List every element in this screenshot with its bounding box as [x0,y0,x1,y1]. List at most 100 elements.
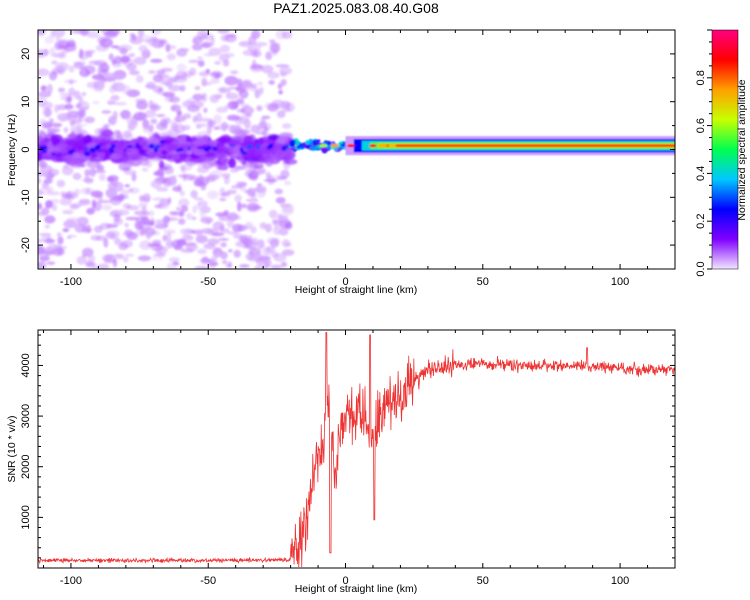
spectrogram-cell [194,197,204,201]
spectrogram-cell [264,148,277,155]
spectrogram-cell [227,100,239,110]
spectrogram-cell [154,252,166,257]
spectrogram-cell [246,144,253,150]
spectrogram-cell [106,177,114,183]
spectrogram-cell [137,255,152,262]
spectrogram-cell [79,48,84,59]
spectrogram-cell [268,156,281,165]
spectrogram-cell [270,264,283,269]
colorbar: 0.0 0.2 0.4 0.6 0.8 Normalized spectral ampl… [695,29,748,277]
spectrogram-cell [74,224,87,233]
spectrogram-cell [296,145,302,149]
spectrogram-cell [233,165,246,170]
spectrogram-cell [228,249,233,253]
spectrogram-cell [149,210,155,217]
spectrogram-cell [267,103,279,112]
spectrogram-signal-band [386,144,675,147]
spectrogram-cell [259,117,266,128]
spectrogram-cell [111,45,119,49]
spectrogram-cell [236,108,247,113]
spectrogram-cell [54,104,60,113]
snr-x-tick-label: 0 [342,575,348,587]
colorbar-frame [711,29,739,270]
spectrogram-cell [178,218,186,225]
spectrogram-cell [182,113,192,119]
spectrogram-cell [241,203,247,209]
spectrogram-y-tick-label: 10 [20,96,32,108]
spectrogram-cell [209,94,220,103]
spectrogram-cell [64,145,75,151]
spectrogram-cell [239,149,245,154]
spectrogram-cell [39,232,52,237]
spectrogram-y-label: Frequency (Hz) [6,114,18,186]
spectrogram-cell [309,145,318,151]
spectrogram-cell [281,31,293,39]
spectrogram-cell [108,98,113,106]
spectrogram-cell [103,123,110,128]
spectrogram-cell [215,152,225,160]
spectrogram-cell [276,176,287,181]
spectrogram-cell [144,125,154,130]
spectrogram-x-tick-label: 100 [611,276,629,288]
spectrogram-cell [186,212,193,220]
spectrogram-cell [248,250,253,255]
spectrogram-cell [167,197,172,204]
spectrogram-cell [161,150,168,155]
spectrogram-cell [128,53,136,58]
spectrogram-cell [178,198,190,208]
spectrogram-cell [44,215,56,224]
spectrogram-cell [133,56,147,65]
spectrogram-cell [150,179,162,189]
spectrogram-cell [188,59,200,63]
spectrogram-cell [201,159,214,169]
spectrogram-cell [40,85,47,92]
spectrogram-cell [176,63,187,72]
spectrogram-cell [201,41,213,49]
spectrogram-cell [113,102,128,106]
spectrogram-cell [138,45,148,53]
spectrogram-cell [56,232,62,237]
spectrogram-cell [256,144,260,150]
spectrogram-cell [256,105,263,112]
spectrogram-cell [39,118,47,126]
spectrogram-cell [158,39,168,45]
spectrogram-cell [273,253,287,262]
spectrogram-cell [136,100,148,110]
spectrogram-cell [255,257,265,266]
spectrogram-cell [86,261,96,268]
spectrogram-cell [280,261,288,268]
spectrogram-cell [166,129,180,133]
spectrogram-cell [43,178,53,184]
spectrogram-cell [152,253,158,261]
spectrogram-cell [218,238,229,241]
spectrogram-cell [67,150,74,155]
spectrogram-cell [316,139,321,143]
colorbar-tick-label: 0.8 [695,70,707,85]
spectrogram-cell [38,261,47,269]
spectrogram-cell [227,231,238,235]
spectrogram-cell [110,95,120,101]
spectrogram-cell [171,154,181,161]
spectrogram-cell [228,125,243,135]
colorbar-tick-label: 0.2 [695,214,707,229]
spectrogram-cell [145,230,152,240]
spectrogram-cell [86,224,91,233]
spectrogram-cell [183,173,195,181]
spectrogram-cell [124,222,129,228]
spectrogram-cell [118,161,132,172]
spectrogram-cell [156,69,166,75]
spectrogram-cell [166,53,176,61]
snr-series-line [38,332,675,568]
spectrogram-cell [162,215,171,225]
spectrogram-cell [57,39,70,46]
spectrogram-cell [212,253,225,257]
snr-frame [37,329,676,569]
spectrogram-cell [129,70,140,76]
spectrogram-cell [129,159,142,167]
spectrogram-cell [124,229,133,235]
spectrogram-cell [194,139,205,147]
spectrogram-cell [249,64,264,73]
spectrogram-cell [98,173,106,181]
spectrogram-cell [138,202,148,208]
spectrogram-cell [187,146,191,151]
